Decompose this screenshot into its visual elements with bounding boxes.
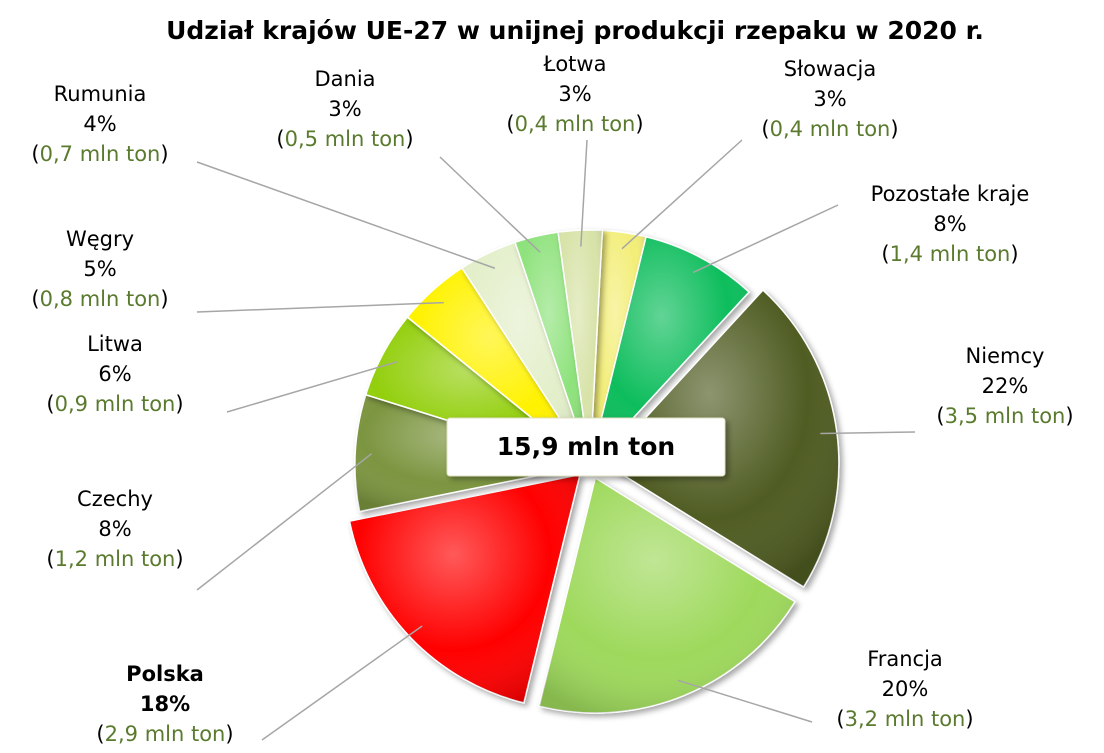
leader-line (820, 431, 916, 435)
slice-name: Czechy (77, 487, 153, 511)
total-box (446, 417, 726, 477)
leader-line (226, 361, 398, 413)
slice-name: Polska (126, 662, 204, 686)
leader-line (692, 204, 839, 274)
slice-percent: 6% (98, 362, 131, 386)
leader-line (196, 452, 373, 591)
slice-tonnes: (0,5 mln ton) (276, 127, 413, 151)
slice-name: Łotwa (543, 52, 607, 76)
slice-tonnes: (0,4 mln ton) (506, 112, 643, 136)
leader-line (439, 156, 541, 253)
leader-line (196, 161, 496, 269)
pie-slice (348, 473, 581, 704)
slice-tonnes: (0,4 mln ton) (761, 117, 898, 141)
slice-percent: 5% (83, 257, 116, 281)
leader-line (621, 139, 743, 250)
slice-percent: 3% (813, 87, 846, 111)
leader-line (261, 625, 423, 741)
chart-title: Udział krajów UE-27 w unijnej produkcji … (166, 16, 984, 45)
slice-name: Pozostałe kraje (871, 182, 1030, 206)
slice-percent: 3% (328, 97, 361, 121)
slice-percent: 3% (558, 82, 591, 106)
slice-percent: 8% (98, 517, 131, 541)
slice-name: Francja (867, 647, 943, 671)
slice-name: Dania (314, 67, 375, 91)
slice-name: Węgry (66, 227, 134, 251)
slice-percent: 20% (882, 677, 929, 701)
slice-tonnes: (0,7 mln ton) (31, 142, 168, 166)
slice-name: Rumunia (54, 82, 147, 106)
total-label: 15,9 mln ton (497, 432, 675, 461)
slice-percent: 8% (933, 212, 966, 236)
slice-name: Litwa (87, 332, 143, 356)
slice-tonnes: (3,2 mln ton) (836, 707, 973, 731)
slice-percent: 4% (83, 112, 116, 136)
slice-name: Niemcy (966, 344, 1045, 368)
slice-tonnes: (0,8 mln ton) (31, 287, 168, 311)
slice-tonnes: (0,9 mln ton) (46, 392, 183, 416)
slice-tonnes: (1,4 mln ton) (881, 242, 1018, 266)
slice-name: Słowacja (784, 57, 876, 81)
leader-line (677, 679, 813, 723)
leader-line (196, 301, 444, 313)
slice-tonnes: (3,5 mln ton) (936, 404, 1073, 428)
slice-tonnes: (2,9 mln ton) (96, 722, 233, 746)
slice-percent: 18% (140, 692, 190, 716)
slice-percent: 22% (982, 374, 1029, 398)
slice-tonnes: (1,2 mln ton) (46, 547, 183, 571)
leader-line (580, 139, 588, 247)
